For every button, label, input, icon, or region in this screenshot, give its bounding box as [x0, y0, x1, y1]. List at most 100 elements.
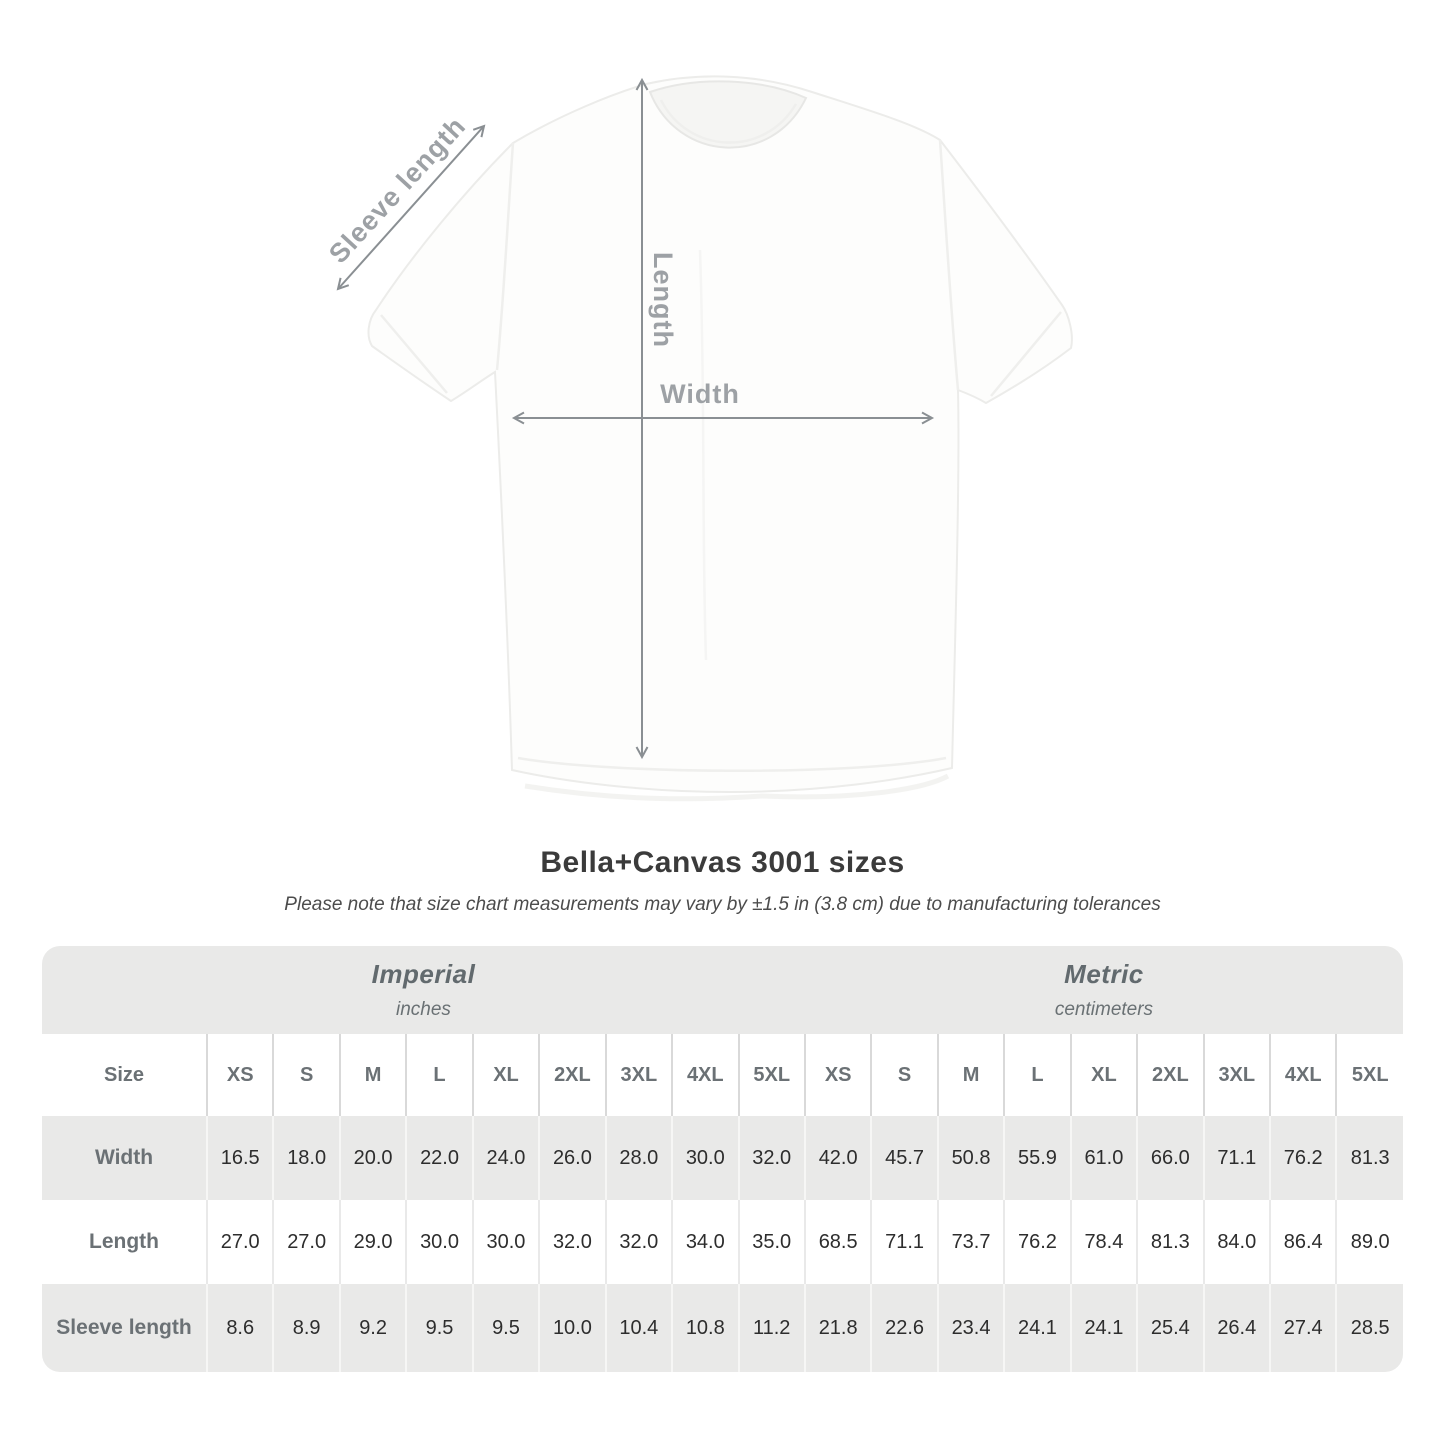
size-column-header: XL	[1069, 1034, 1138, 1116]
measurement-value-cell: 42.0	[803, 1116, 872, 1200]
imperial-label: Imperial	[371, 959, 476, 989]
body-wrinkle	[698, 249, 708, 661]
measurement-value-cell: 9.2	[338, 1284, 407, 1372]
size-column-label: Size	[42, 1034, 207, 1116]
measurement-value-cell: 35.0	[737, 1200, 805, 1284]
width-label: Width	[660, 379, 740, 409]
measurement-value-cell: 22.0	[405, 1116, 473, 1200]
metric-unit: centimeters	[1054, 999, 1154, 1020]
measurement-value-cell: 89.0	[1335, 1200, 1403, 1284]
right-sleeve-seam	[938, 139, 960, 391]
metric-group-header: Metric centimeters	[804, 946, 1403, 1034]
measurement-value-cell: 84.0	[1202, 1200, 1270, 1284]
measurement-value-cell: 32.0	[737, 1116, 805, 1200]
measurement-value-cell: 24.0	[471, 1116, 540, 1200]
measurement-value-cell: 81.3	[1136, 1200, 1204, 1284]
measurement-value-cell: 24.1	[1069, 1284, 1138, 1372]
measurement-value-cell: 27.0	[272, 1200, 340, 1284]
size-column-header: 2XL	[538, 1034, 606, 1116]
measurement-value-cell: 66.0	[1136, 1116, 1204, 1200]
tshirt-measurement-diagram: Sleeve length Length Width	[323, 75, 1073, 802]
measurement-row: Width 16.5 18.0 20.0 22.0 24.0 26.0 28.0 30.0 32.…	[42, 1116, 1403, 1200]
measurement-value-cell: 27.0	[205, 1200, 274, 1284]
left-cuff-seam	[380, 314, 448, 394]
tolerance-note: Please note that size chart measurements…	[284, 894, 1161, 915]
unit-group-header-row: Imperial inches Metric centimeters	[42, 946, 1403, 1034]
size-table: Imperial inches Metric centimeters Size …	[42, 946, 1403, 1372]
measurement-value-cell: 32.0	[604, 1200, 673, 1284]
size-column-header: S	[870, 1034, 938, 1116]
measurement-value-cell: 11.2	[737, 1284, 805, 1372]
measurement-value-cell: 71.1	[870, 1200, 938, 1284]
measurement-value-cell: 16.5	[205, 1116, 274, 1200]
measurement-value-cell: 81.3	[1335, 1116, 1403, 1200]
measurement-value-cell: 30.0	[671, 1116, 739, 1200]
hem-stitch	[517, 756, 947, 773]
size-column-header: 3XL	[1202, 1034, 1270, 1116]
measurement-value-cell: 23.4	[936, 1284, 1005, 1372]
imperial-group-header: Imperial inches	[42, 946, 805, 1034]
measurement-row: Length 27.0 27.0 29.0 30.0 30.0 32.0 32.0 34.0 35…	[42, 1200, 1403, 1284]
hem-shadow	[524, 773, 950, 802]
size-column-header: 4XL	[671, 1034, 739, 1116]
size-column-header: 2XL	[1136, 1034, 1204, 1116]
measurement-value-cell: 32.0	[538, 1200, 606, 1284]
measurement-value-cell: 29.0	[338, 1200, 407, 1284]
measurement-value-cell: 24.1	[1003, 1284, 1071, 1372]
size-column-header: 4XL	[1268, 1034, 1337, 1116]
size-column-header: 5XL	[1335, 1034, 1403, 1116]
measurement-value-cell: 50.8	[936, 1116, 1005, 1200]
measurement-value-cell: 9.5	[471, 1284, 540, 1372]
size-column-header: XL	[471, 1034, 540, 1116]
measurement-value-cell: 73.7	[936, 1200, 1005, 1284]
measurement-value-cell: 20.0	[338, 1116, 407, 1200]
measurement-value-cell: 9.5	[405, 1284, 473, 1372]
size-column-header: M	[338, 1034, 407, 1116]
size-header-row: Size XS S M L XL 2XL 3XL 4XL 5XL XS S M L XL 2XL 3XL 4XL…	[42, 1034, 1403, 1116]
imperial-unit: inches	[396, 999, 451, 1020]
metric-label: Metric	[1064, 959, 1144, 989]
measurement-value-cell: 26.0	[538, 1116, 606, 1200]
measurement-value-cell: 27.4	[1268, 1284, 1337, 1372]
sleeve-length-arrow	[336, 124, 486, 291]
length-label: Length	[648, 252, 678, 348]
measurement-value-cell: 61.0	[1069, 1116, 1138, 1200]
measurement-value-cell: 30.0	[405, 1200, 473, 1284]
measurement-value-cell: 21.8	[803, 1284, 872, 1372]
measurement-value-cell: 76.2	[1003, 1200, 1071, 1284]
measurement-value-cell: 22.6	[870, 1284, 938, 1372]
size-column-header: XS	[205, 1034, 274, 1116]
measurement-value-cell: 26.4	[1202, 1284, 1270, 1372]
measurement-value-cell: 18.0	[272, 1116, 340, 1200]
measurement-value-cell: 8.6	[205, 1284, 274, 1372]
measurement-value-cell: 45.7	[870, 1116, 938, 1200]
right-cuff-seam	[990, 311, 1062, 397]
size-table-body: Width 16.5 18.0 20.0 22.0 24.0 26.0 28.0 30.0 32.…	[42, 1116, 1403, 1372]
measurement-row-label: Width	[42, 1116, 207, 1200]
measurement-value-cell: 25.4	[1136, 1284, 1204, 1372]
left-sleeve-seam	[495, 142, 515, 371]
measurement-value-cell: 34.0	[671, 1200, 739, 1284]
measurement-value-cell: 68.5	[803, 1200, 872, 1284]
collar-band-seam	[659, 99, 798, 144]
tshirt-outline	[367, 75, 1073, 794]
measurement-value-cell: 78.4	[1069, 1200, 1138, 1284]
measurement-value-cell: 10.0	[538, 1284, 606, 1372]
size-column-header: M	[936, 1034, 1005, 1116]
measurement-value-cell: 8.9	[272, 1284, 340, 1372]
measurement-value-cell: 71.1	[1202, 1116, 1270, 1200]
measurement-row-label: Sleeve length	[42, 1284, 207, 1372]
measurement-value-cell: 86.4	[1268, 1200, 1337, 1284]
measurement-value-cell: 76.2	[1268, 1116, 1337, 1200]
measurement-value-cell: 10.4	[604, 1284, 673, 1372]
size-column-header: XS	[803, 1034, 872, 1116]
measurement-value-cell: 55.9	[1003, 1116, 1071, 1200]
size-column-header: 3XL	[604, 1034, 673, 1116]
size-column-header: S	[272, 1034, 340, 1116]
measurement-row-label: Length	[42, 1200, 207, 1284]
measurement-value-cell: 30.0	[471, 1200, 540, 1284]
measurement-row: Sleeve length 8.6 8.9 9.2 9.5 9.5 10.0 10.4 10.8…	[42, 1284, 1403, 1372]
measurement-value-cell: 28.5	[1335, 1284, 1403, 1372]
size-column-header: L	[405, 1034, 473, 1116]
